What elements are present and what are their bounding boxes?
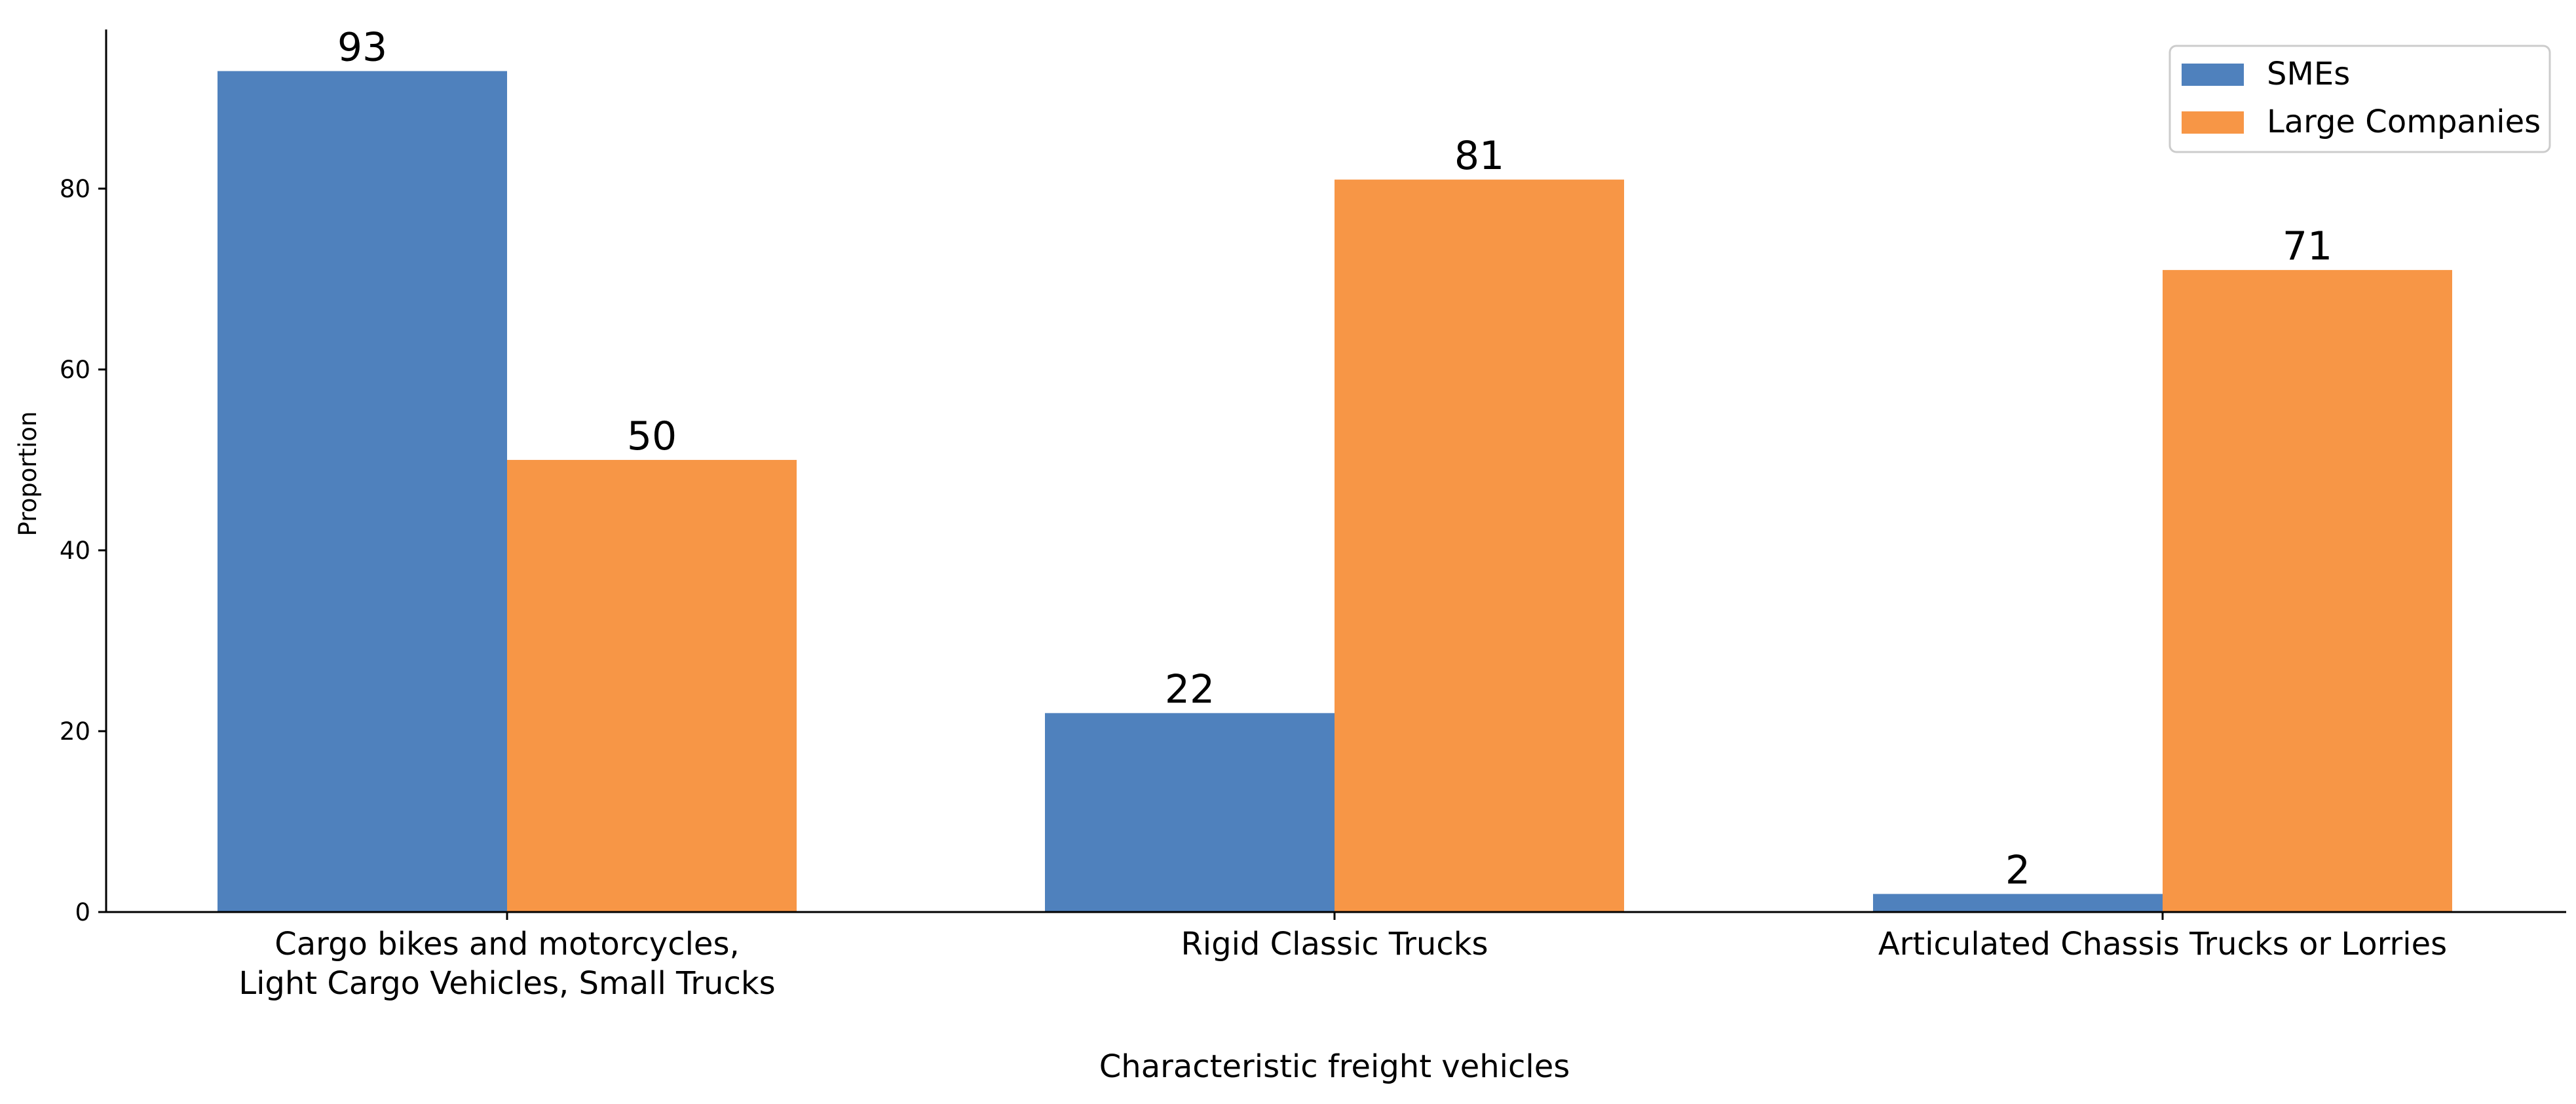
bar-value-label: 93 — [337, 24, 387, 70]
legend: SMEs Large Companies — [2169, 45, 2551, 153]
bar-value-label: 2 — [2005, 847, 2030, 893]
bars-group — [218, 71, 2452, 913]
bar-smes-1 — [1045, 713, 1335, 912]
y-tick-label: 0 — [75, 898, 90, 926]
bar-smes-0 — [218, 71, 507, 913]
bar-value-label: 71 — [2282, 223, 2332, 269]
y-tick-label: 80 — [60, 175, 90, 203]
y-tick-label: 60 — [60, 356, 90, 384]
x-tick-label: Articulated Chassis Trucks or Lorries — [1878, 926, 2447, 962]
bar-large-companies-2 — [2163, 270, 2452, 913]
bar-smes-2 — [1873, 894, 2163, 912]
bar-value-label: 50 — [627, 413, 677, 459]
bar-value-label: 81 — [1454, 133, 1504, 179]
x-tick-label: Rigid Classic Trucks — [1181, 926, 1488, 962]
bar-large-companies-1 — [1335, 180, 1624, 913]
legend-swatch — [2182, 111, 2244, 134]
legend-label: Large Companies — [2267, 104, 2541, 140]
x-axis-title: Characteristic freight vehicles — [1099, 1048, 1570, 1085]
legend-swatch — [2182, 64, 2244, 86]
y-ticks-group: 0 20 40 60 80 — [60, 175, 106, 926]
bar-value-label: 22 — [1165, 666, 1215, 712]
bar-large-companies-0 — [507, 459, 797, 912]
legend-label: SMEs — [2267, 56, 2350, 92]
legend-box — [2169, 45, 2551, 153]
y-tick-label: 20 — [60, 717, 90, 746]
axes-group — [105, 29, 2566, 913]
y-tick-label: 40 — [60, 537, 90, 565]
x-tick-label: Cargo bikes and motorcycles, — [275, 926, 739, 962]
x-tick-label: Light Cargo Vehicles, Small Trucks — [238, 965, 775, 1002]
x-ticks-group: Cargo bikes and motorcycles,Light Cargo … — [238, 912, 2447, 1002]
y-axis-title: Proportion — [14, 411, 42, 537]
